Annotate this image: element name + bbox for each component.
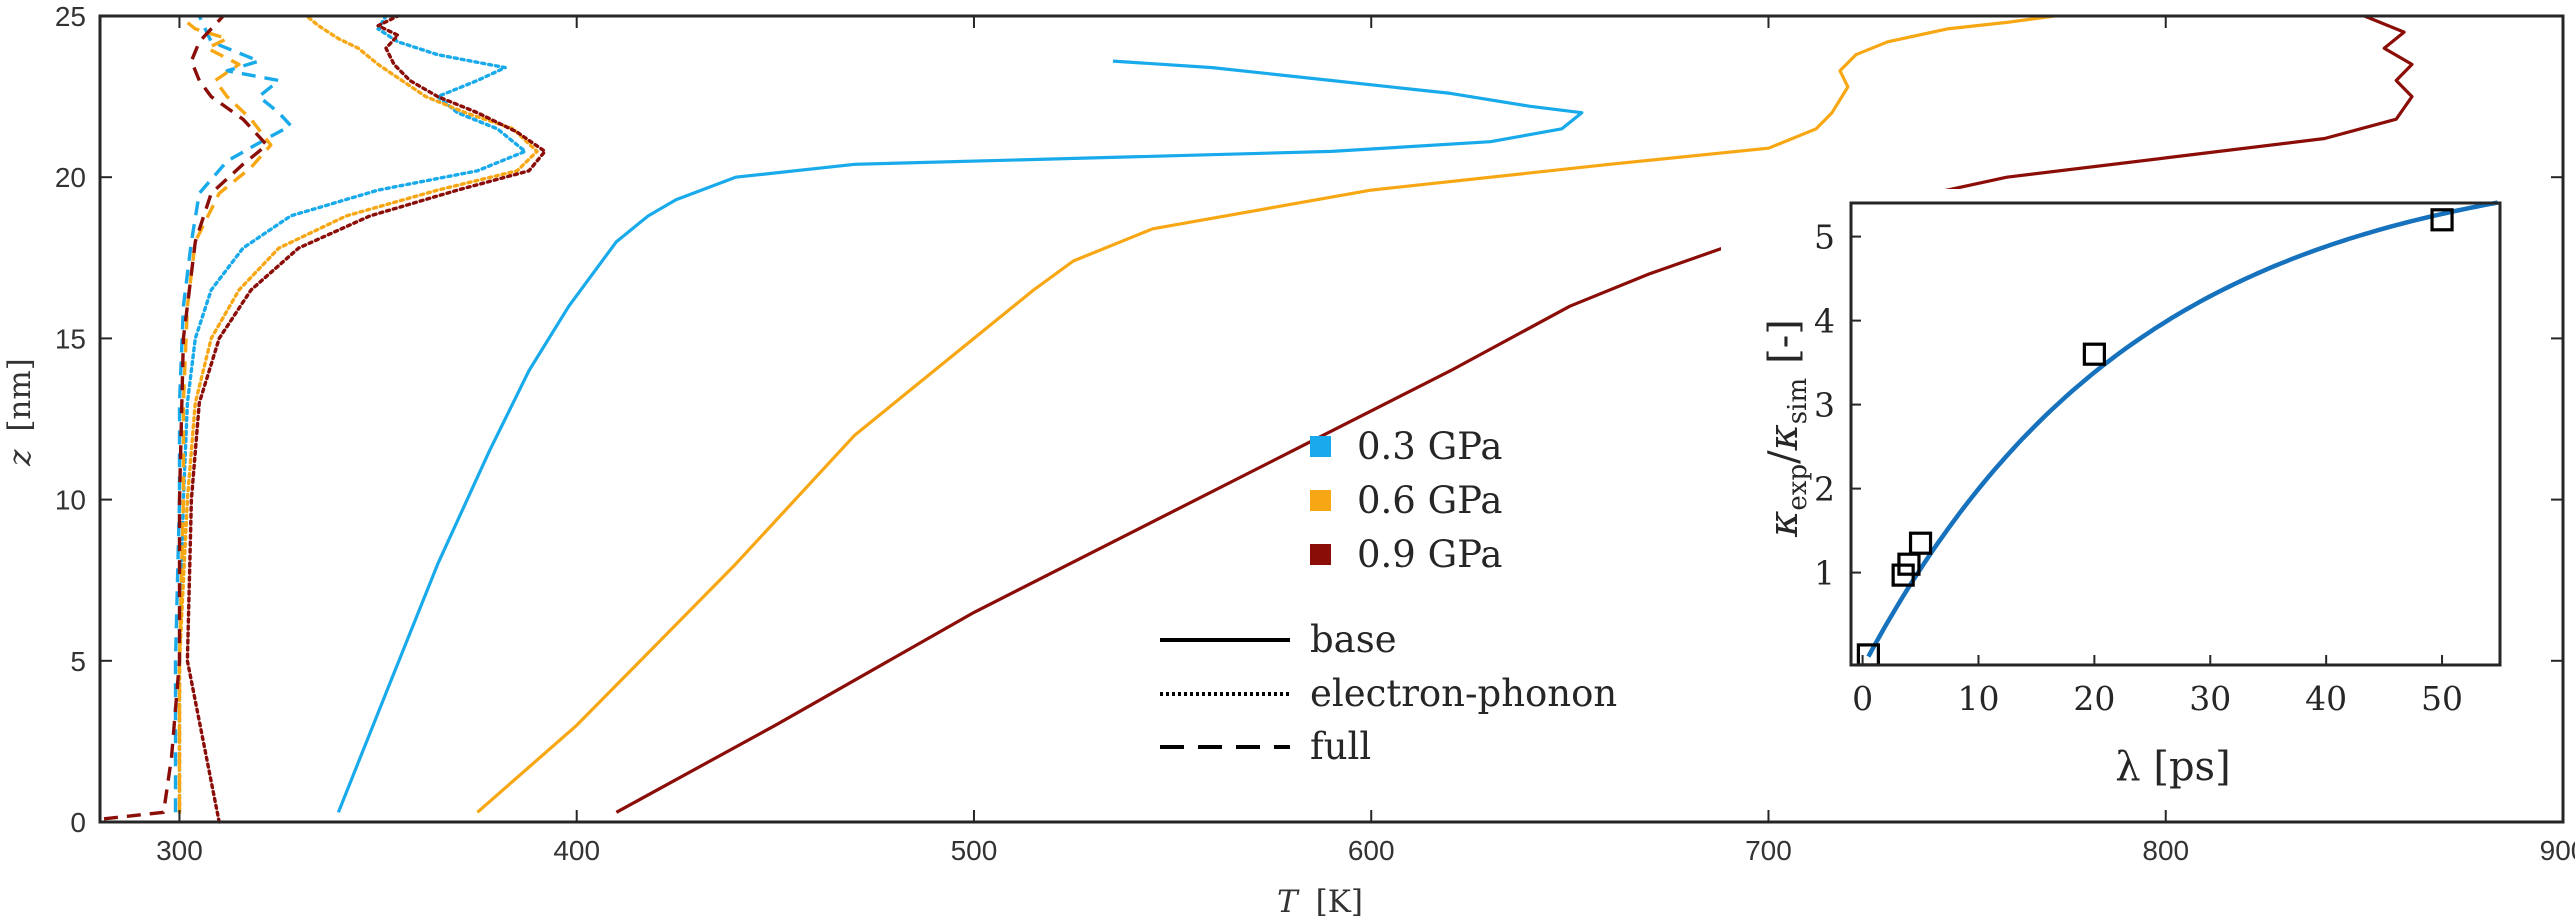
- inset-x-tick-label-50: 50: [2421, 679, 2463, 718]
- inset-point-3: [1908, 531, 1933, 555]
- inset-y-den-sub: sim: [1783, 378, 1813, 424]
- main-ticks: 3004005006007008009000510152025: [55, 1, 2575, 866]
- inset-y-tick-label-5: 5: [1814, 218, 1835, 257]
- x-tick-label-300: 300: [156, 835, 203, 866]
- main-plot-frame: [98, 14, 2565, 824]
- inset-y-tick-label-2: 2: [1814, 470, 1835, 509]
- series-0-6-gpa-electron-phonon: [177, 14, 539, 814]
- x-tick-label-600: 600: [1348, 835, 1395, 866]
- series-0-9-gpa-full: [103, 14, 269, 821]
- inset-x-tick-label-30: 30: [2189, 679, 2231, 718]
- inset-fit-line: [1866, 200, 2499, 658]
- legend-label-0.3-gpa: 0.3 GPa: [1357, 425, 1502, 468]
- x-axis-var: T: [1277, 884, 1300, 918]
- legend-item-0.9-gpa: 0.9 GPa: [1310, 533, 1502, 576]
- inset-frame: [1849, 201, 2502, 667]
- inset-fit-curve: [1866, 200, 2499, 658]
- legend-swatch-0.9-gpa: [1310, 544, 1331, 565]
- inset-y-tick-label-4: 4: [1814, 302, 1835, 341]
- legend-label-electron-phonon: electron-phonon: [1310, 672, 1617, 715]
- series-0-3-gpa-electron-phonon: [177, 14, 527, 814]
- inset-background: [1721, 189, 2530, 781]
- legend-item-0.3-gpa: 0.3 GPa: [1310, 425, 1502, 468]
- legend-item-0.6-gpa: 0.6 GPa: [1310, 479, 1502, 522]
- y-tick-label-5: 5: [70, 646, 86, 677]
- series-0-6-gpa-base: [476, 14, 2055, 814]
- inset-y-num: κ: [1761, 511, 1807, 538]
- y-axis-unit: [nm]: [2, 358, 38, 432]
- x-tick-label-500: 500: [951, 835, 998, 866]
- inset-x-label: λ [ps]: [2115, 744, 2230, 790]
- y-axis-var: z: [2, 449, 38, 467]
- inset-y-unit: [-]: [1761, 319, 1807, 364]
- y-tick-label-10: 10: [55, 485, 86, 516]
- inset-y-num-sub: exp: [1783, 464, 1813, 511]
- x-tick-label-400: 400: [553, 835, 600, 866]
- legend-label-0.9-gpa: 0.9 GPa: [1357, 533, 1502, 576]
- pressure-legend: 0.3 GPa 0.6 GPa 0.9 GPa: [1310, 425, 1502, 576]
- x-axis-unit: [K]: [1316, 884, 1363, 918]
- y-tick-label-25: 25: [55, 1, 86, 32]
- style-legend: base electron-phonon full: [1160, 618, 1617, 768]
- inset-y-den: κ: [1761, 424, 1807, 451]
- x-tick-label-700: 700: [1745, 835, 1792, 866]
- y-tick-label-20: 20: [55, 162, 86, 193]
- y-axis-label: z [nm]: [2, 358, 38, 467]
- inset-y-label: κexp/κsim[-]: [1761, 319, 1813, 538]
- inset-y-slash: /: [1761, 450, 1807, 464]
- series-0-6-gpa-full: [177, 14, 273, 813]
- series-0-9-gpa-electron-phonon: [185, 14, 547, 824]
- inset-point-5: [2430, 208, 2454, 232]
- inset-ticks: 0 10 20 30 40 50 1 2 3 4 5: [1814, 218, 2463, 718]
- legend-item-electron-phonon: electron-phonon: [1160, 672, 1617, 715]
- inset-point-4: [2082, 342, 2106, 366]
- legend-label-full: full: [1310, 725, 1371, 768]
- legend-label-base: base: [1310, 618, 1397, 661]
- series-0-3-gpa-base: [336, 59, 1584, 813]
- x-axis-label: T [K]: [1277, 884, 1363, 918]
- y-tick-label-0: 0: [70, 807, 86, 838]
- legend-swatch-0.3-gpa: [1310, 436, 1331, 457]
- x-tick-label-900: 900: [2540, 835, 2575, 866]
- inset-y-tick-label-3: 3: [1814, 386, 1835, 425]
- inset-x-tick-label-40: 40: [2305, 679, 2347, 718]
- legend-item-base: base: [1160, 618, 1397, 661]
- inset-points: [1856, 208, 2454, 667]
- inset-x-tick-label-20: 20: [2073, 679, 2115, 718]
- inset-x-tick-label-0: 0: [1852, 679, 1873, 718]
- inset-y-tick-label-1: 1: [1814, 554, 1835, 593]
- legend-item-full: full: [1160, 725, 1371, 768]
- inset-x-tick-label-10: 10: [1957, 679, 1999, 718]
- legend-swatch-0.6-gpa: [1310, 490, 1331, 511]
- x-tick-label-800: 800: [2142, 835, 2189, 866]
- legend-label-0.6-gpa: 0.6 GPa: [1357, 479, 1502, 522]
- y-tick-label-15: 15: [55, 323, 86, 354]
